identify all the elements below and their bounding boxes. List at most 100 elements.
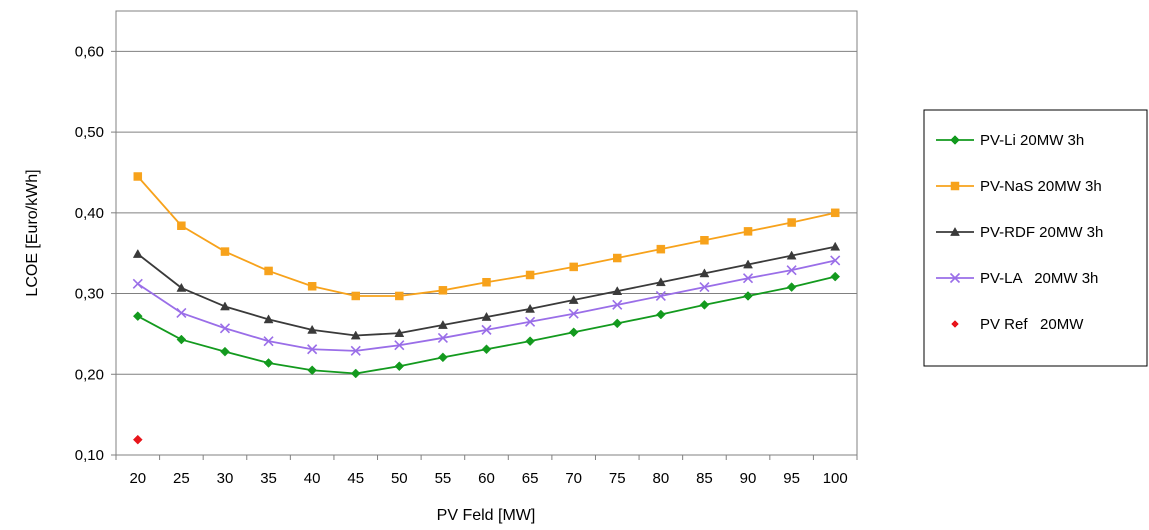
series-4-point — [394, 340, 405, 351]
series-3-point — [699, 268, 710, 278]
series-markers — [132, 172, 841, 445]
y-tick-label: 0,50 — [75, 124, 104, 141]
y-tick-label: 0,40 — [75, 205, 104, 222]
series-2-point — [395, 291, 404, 301]
series-3-point — [786, 250, 797, 260]
series-2-point — [569, 262, 578, 272]
series-3-point — [176, 282, 187, 292]
legend-label: PV-LA 20MW 3h — [980, 270, 1098, 287]
series-2-point — [700, 236, 709, 245]
series-2-point — [177, 221, 186, 230]
series-3-point — [481, 311, 492, 321]
x-tick-label: 100 — [823, 470, 848, 487]
series-3-point — [437, 320, 448, 329]
legend-label: PV-Li 20MW 3h — [980, 132, 1084, 149]
series-4-point — [525, 316, 536, 327]
legend-swatch-marker — [951, 320, 959, 328]
series-3-point — [612, 286, 623, 295]
series-2-point — [133, 172, 143, 181]
series-3-point — [525, 303, 536, 313]
series-2-point — [743, 227, 753, 236]
series-1-point — [220, 346, 230, 357]
series-4-point — [481, 324, 492, 335]
series-4-point — [612, 299, 623, 310]
series-1-point — [655, 309, 666, 320]
series-1-point — [743, 291, 753, 301]
x-tick-label: 60 — [478, 470, 495, 487]
series-4-point — [219, 323, 231, 334]
series-4-point — [786, 265, 797, 276]
series-2-point — [482, 277, 491, 287]
y-axis-title: LCOE [Euro/kWh] — [24, 169, 41, 296]
y-tick-label: 0,60 — [75, 43, 104, 60]
x-tick-label: 65 — [522, 470, 539, 487]
x-tick-label: 50 — [391, 470, 408, 487]
x-tick-label: 25 — [173, 470, 190, 487]
x-tick-label: 45 — [347, 470, 364, 487]
legend-label: PV-NaS 20MW 3h — [980, 178, 1102, 195]
series-4-point — [568, 308, 579, 319]
legend-swatch-marker — [950, 181, 960, 191]
legend-swatch-marker — [950, 226, 960, 236]
series-2-point — [307, 282, 317, 291]
x-tick-label: 75 — [609, 470, 626, 487]
series-2-point — [787, 218, 796, 227]
x-tick-label: 85 — [696, 470, 713, 487]
series-3-point — [394, 328, 405, 337]
series-1-point — [263, 358, 274, 368]
series-4-point — [655, 290, 666, 302]
legend: PV-Li 20MW 3h PV-NaS 20MW 3h PV-RDF 20MW 3… — [923, 109, 1148, 367]
x-tick-label: 30 — [217, 470, 234, 487]
x-axis: 20 25 30 35 40 45 50 55 60 65 70 75 80 85 90 95 100 — [115, 455, 858, 487]
series-1-point — [307, 365, 318, 376]
x-tick-label: 70 — [565, 470, 582, 487]
series-3-point — [220, 301, 230, 311]
x-tick-label: 20 — [129, 470, 146, 487]
plot-area — [115, 10, 858, 456]
series-1-point — [481, 344, 492, 355]
legend-swatch-marker — [949, 272, 961, 284]
y-tick-label: 0,20 — [75, 366, 104, 383]
y-tick-label: 0,10 — [75, 447, 104, 464]
legend-frame — [923, 109, 1148, 367]
series-3-point — [743, 259, 753, 269]
series-4-point — [307, 344, 318, 355]
series-4-point — [350, 345, 361, 356]
series-4-point — [132, 278, 143, 289]
x-tick-label: 80 — [653, 470, 670, 487]
series-3-point — [350, 330, 361, 340]
series-1-point — [525, 336, 535, 347]
x-tick-label: 35 — [260, 470, 277, 487]
legend-label: PV-RDF 20MW 3h — [980, 224, 1103, 241]
legend-label: PV Ref 20MW — [980, 316, 1084, 333]
series-1-point — [830, 271, 841, 282]
series-1-point — [786, 282, 797, 292]
series-2-point — [525, 270, 535, 280]
series-2-point — [438, 286, 448, 295]
series-2-point — [656, 244, 666, 254]
series-1-point — [612, 318, 623, 329]
x-tick-label: 55 — [435, 470, 452, 487]
gridlines — [116, 50, 857, 375]
series-2-point — [830, 208, 840, 218]
series-4-point — [699, 282, 710, 293]
x-axis-title: PV Feld [MW] — [437, 507, 536, 524]
x-tick-label: 40 — [304, 470, 321, 487]
series-4-point — [830, 255, 841, 266]
series-3-point — [132, 248, 143, 258]
series-1-point — [350, 368, 361, 379]
series-5-point — [132, 434, 143, 445]
series-4-point — [437, 332, 448, 344]
series-1-point — [176, 334, 187, 345]
series-2-point — [613, 253, 622, 263]
series-1-point — [394, 361, 405, 372]
x-tick-label: 90 — [740, 470, 757, 487]
y-tick-label: 0,30 — [75, 286, 104, 303]
series-3-point — [655, 277, 666, 287]
series-1-point — [568, 327, 579, 338]
series-1-point — [699, 299, 710, 310]
series-1-point — [438, 352, 448, 363]
x-tick-label: 95 — [783, 470, 800, 487]
series-3-point — [568, 294, 579, 304]
